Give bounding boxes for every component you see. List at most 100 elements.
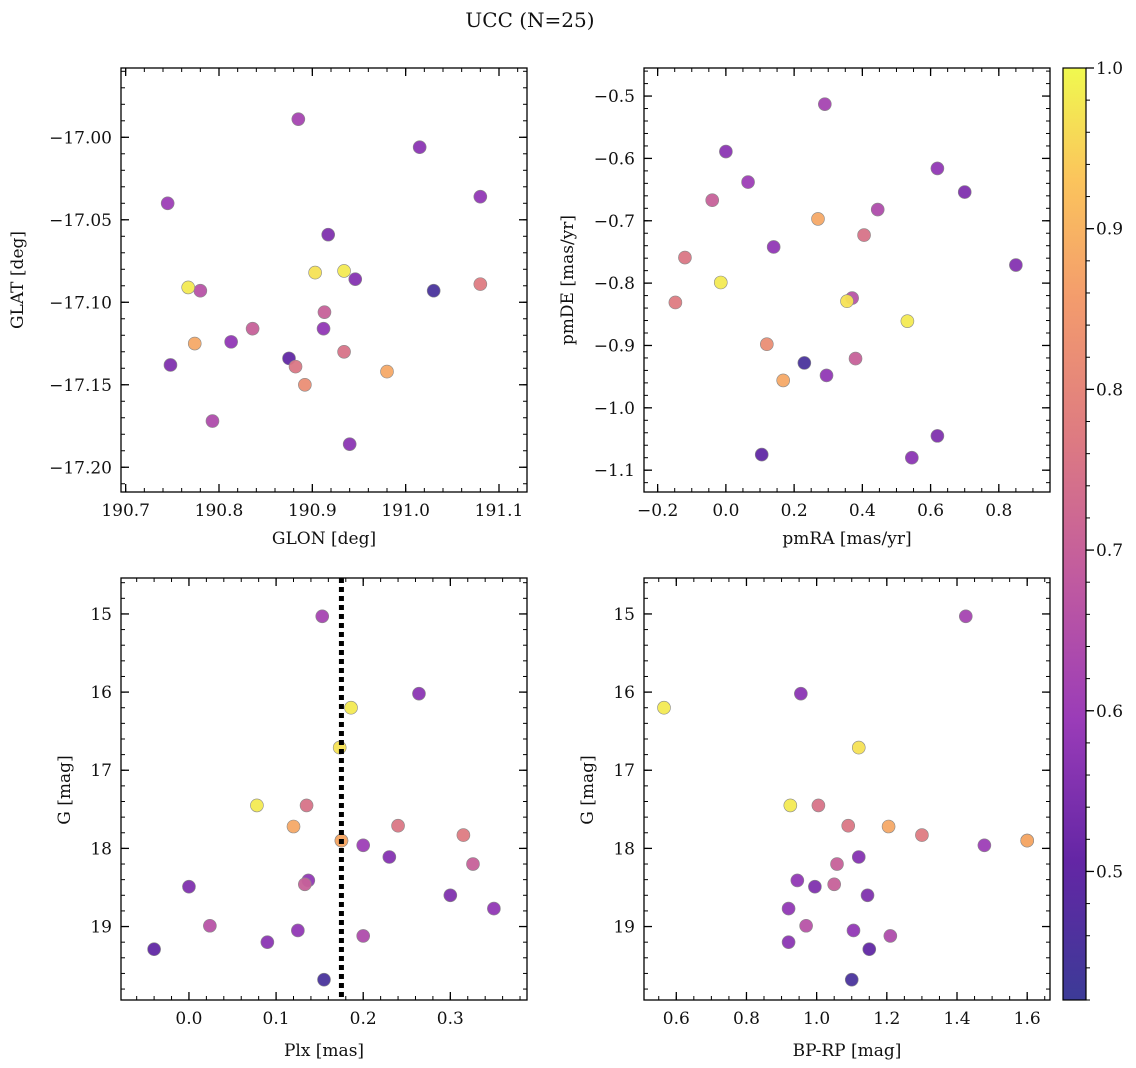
panel-cmd-y-tick-label: 16 — [613, 683, 635, 703]
panel-pm-point — [840, 294, 854, 309]
panel-glon-glat-point — [426, 283, 441, 298]
panel-pm-x-tick-label: 0.4 — [849, 501, 876, 521]
panel-plx-g: 0.0 0.1 0.2 0.3 15 16 17 18 19 Plx [mas] G [mag] — [55, 577, 528, 1061]
panel-plx-g-point — [456, 828, 471, 842]
panel-cmd-y-tick-label: 18 — [613, 839, 635, 859]
panel-cmd-axes: 0.6 0.8 1.0 1.2 1.4 1.6 15 16 17 18 19 — [613, 577, 1051, 1029]
panel-cmd-point — [881, 819, 896, 834]
panel-pm-point — [678, 250, 692, 265]
panel-cmd-x-tick-label: 1.0 — [803, 1009, 830, 1029]
panel-pm-y-tick-label: −1.1 — [594, 461, 635, 481]
panel-cmd-x-tick-label: 1.2 — [873, 1009, 900, 1029]
panel-cmd-point — [851, 740, 866, 755]
panel-pm-point — [819, 368, 834, 383]
panel-plx-g-point — [391, 818, 405, 833]
panel-plx-g-point — [356, 838, 371, 853]
panel-pm-point — [797, 356, 812, 370]
panel-pm-point — [776, 373, 791, 388]
panel-pm-points — [668, 97, 1023, 465]
panel-glon-glat-point — [321, 227, 336, 242]
panel-pm-point — [930, 161, 945, 176]
panel-glon-glat-point — [316, 321, 331, 336]
panel-glon-glat-point — [342, 437, 357, 451]
panel-cmd-point — [657, 700, 671, 715]
panel-glon-glat-point — [473, 277, 488, 291]
panel-glon-glat-x-tick-label: 190.7 — [101, 501, 150, 521]
panel-cmd-point — [799, 918, 813, 933]
panel-pm-point — [930, 429, 945, 443]
figure-title: UCC (N=25) — [465, 8, 594, 32]
panel-plx-g-point — [317, 972, 331, 987]
panel-pm-point — [811, 212, 825, 226]
panel-plx-g-point — [286, 819, 301, 834]
panel-pm-point — [818, 97, 832, 111]
panel-glon-glat-point — [348, 272, 363, 286]
panel-pm-point — [760, 337, 774, 352]
panel-plx-g-point — [250, 798, 264, 813]
colorbar-tick-label: 0.6 — [1096, 702, 1123, 722]
panel-glon-glat-x-tick-label: 190.9 — [288, 501, 337, 521]
panel-pm-point — [900, 314, 915, 328]
colorbar-tick-label: 0.9 — [1096, 220, 1123, 240]
panel-pm-y-tick-label: −0.8 — [594, 274, 635, 294]
panel-glon-glat-point — [337, 344, 351, 359]
panel-pm-point — [754, 447, 769, 462]
colorbar-tick-label: 0.8 — [1096, 380, 1123, 400]
panel-pm-y-tick-label: −1.0 — [594, 399, 635, 419]
panel-pm-y-tick-label: −0.5 — [594, 87, 635, 107]
panel-cmd-point — [841, 818, 856, 833]
panel-pm-point — [741, 175, 755, 189]
panel-cmd-x-tick-label: 1.4 — [943, 1009, 970, 1029]
panel-pm-y-tick-label: −0.7 — [594, 212, 635, 232]
panel-cmd-point — [783, 798, 798, 813]
panel-glon-glat-point — [245, 321, 260, 336]
panel-cmd-point — [781, 901, 796, 916]
panel-pm-point — [848, 351, 863, 366]
panel-plx-g-point — [466, 857, 480, 871]
panel-glon-glat-point — [380, 364, 394, 379]
colorbar: 0.5 0.6 0.7 0.8 0.9 1.0 — [1062, 59, 1123, 1001]
panel-plx-g-x-tick-label: 0.1 — [263, 1009, 290, 1029]
panel-glon-glat-ylabel: GLAT [deg] — [8, 231, 28, 329]
panel-plx-g-y-tick-label: 17 — [90, 761, 112, 781]
panel-plx-g-point — [443, 888, 458, 903]
panel-glon-glat-point — [291, 112, 306, 126]
panel-plx-g-point — [147, 942, 161, 957]
panel-pm-point — [766, 240, 781, 254]
panel-plx-g-y-tick-label: 16 — [90, 683, 112, 703]
panel-cmd-xlabel: BP-RP [mag] — [793, 1041, 902, 1061]
panel-glon-glat-point — [308, 265, 322, 280]
panel-glon-glat-x-tick-label: 191.0 — [381, 501, 430, 521]
panel-pm-point — [668, 295, 683, 310]
panel-glon-glat-frame — [120, 67, 528, 493]
panel-glon-glat-x-tick-label: 190.8 — [195, 501, 244, 521]
panel-cmd-point — [977, 838, 992, 853]
colorbar-tick-label: 0.5 — [1096, 862, 1123, 882]
panel-cmd-point — [846, 923, 861, 938]
panel-glon-glat-point — [412, 140, 427, 154]
panel-cmd-frame — [643, 577, 1051, 1001]
panel-cmd-point — [794, 686, 808, 701]
panel-cmd-x-tick-label: 0.8 — [733, 1009, 760, 1029]
panel-glon-glat-x-tick-label: 191.1 — [475, 501, 524, 521]
panel-glon-glat-y-tick-label: −17.10 — [49, 293, 112, 313]
panel-pm-x-tick-label: 0.6 — [917, 501, 944, 521]
panel-glon-glat-point — [288, 359, 303, 374]
panel-cmd-point — [1020, 833, 1034, 848]
panel-plx-g-point — [203, 918, 217, 933]
panel-plx-g-x-tick-label: 0.0 — [175, 1009, 202, 1029]
panel-glon-glat-point — [224, 335, 238, 349]
panel-pm-ylabel: pmDE [mas/yr] — [558, 215, 578, 345]
colorbar-tick-label: 1.0 — [1096, 59, 1123, 79]
panel-plx-g-point — [412, 686, 426, 701]
panel-cmd-point — [851, 850, 866, 864]
panel-pm-xlabel: pmRA [mas/yr] — [782, 529, 911, 549]
panel-glon-glat-point — [205, 414, 220, 428]
panel-pm-point — [719, 144, 733, 159]
colorbar-ticks: 0.5 0.6 0.7 0.8 0.9 1.0 — [1086, 59, 1123, 1001]
panel-cmd-points — [657, 609, 1034, 987]
panel-pm: −0.2 0.0 0.2 0.4 0.6 0.8 −1.1 −1.0 −0.9 −0.8 −0.7 −… — [558, 67, 1051, 549]
panel-glon-glat-point — [187, 336, 202, 351]
panel-plx-g-xlabel: Plx [mas] — [284, 1041, 364, 1061]
